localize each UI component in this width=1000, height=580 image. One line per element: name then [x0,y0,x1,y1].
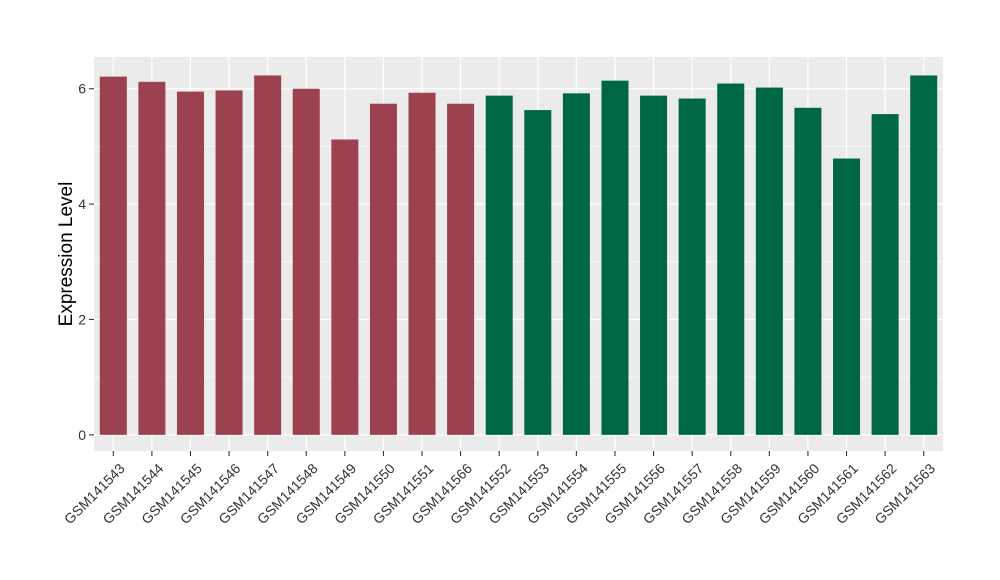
bar-GSM141559 [755,87,783,435]
y-tick-label: 6 [78,81,86,97]
bar-GSM141551 [408,92,436,435]
bar-GSM141562 [871,114,899,435]
bar-GSM141548 [292,88,320,435]
bar-GSM141549 [331,139,359,435]
y-axis: 0 2 4 6 [78,81,94,443]
bar-GSM141547 [254,75,282,435]
bar-GSM141553 [524,110,552,435]
bar-GSM141566 [447,103,475,435]
bar-GSM141550 [369,103,397,435]
bar-GSM141546 [215,90,243,435]
bar-GSM141544 [138,81,166,435]
bar-GSM141561 [833,158,861,435]
bar-GSM141543 [99,76,127,435]
x-axis: GSM141543GSM141544GSM141545GSM141546GSM1… [61,451,938,527]
y-tick-label: 2 [78,311,86,327]
bar-GSM141558 [717,83,745,435]
y-tick-label: 0 [78,427,86,443]
bar-GSM141554 [562,93,590,435]
y-axis-title: Expression Level [56,182,77,327]
bar-GSM141560 [794,107,822,435]
bar-GSM141552 [485,95,513,435]
bars [99,75,938,435]
y-tick-label: 4 [78,196,86,212]
bar-GSM141556 [640,95,668,435]
bar-GSM141563 [910,75,938,435]
bar-GSM141545 [176,91,204,435]
bar-GSM141557 [678,98,706,435]
bar-GSM141555 [601,80,629,435]
